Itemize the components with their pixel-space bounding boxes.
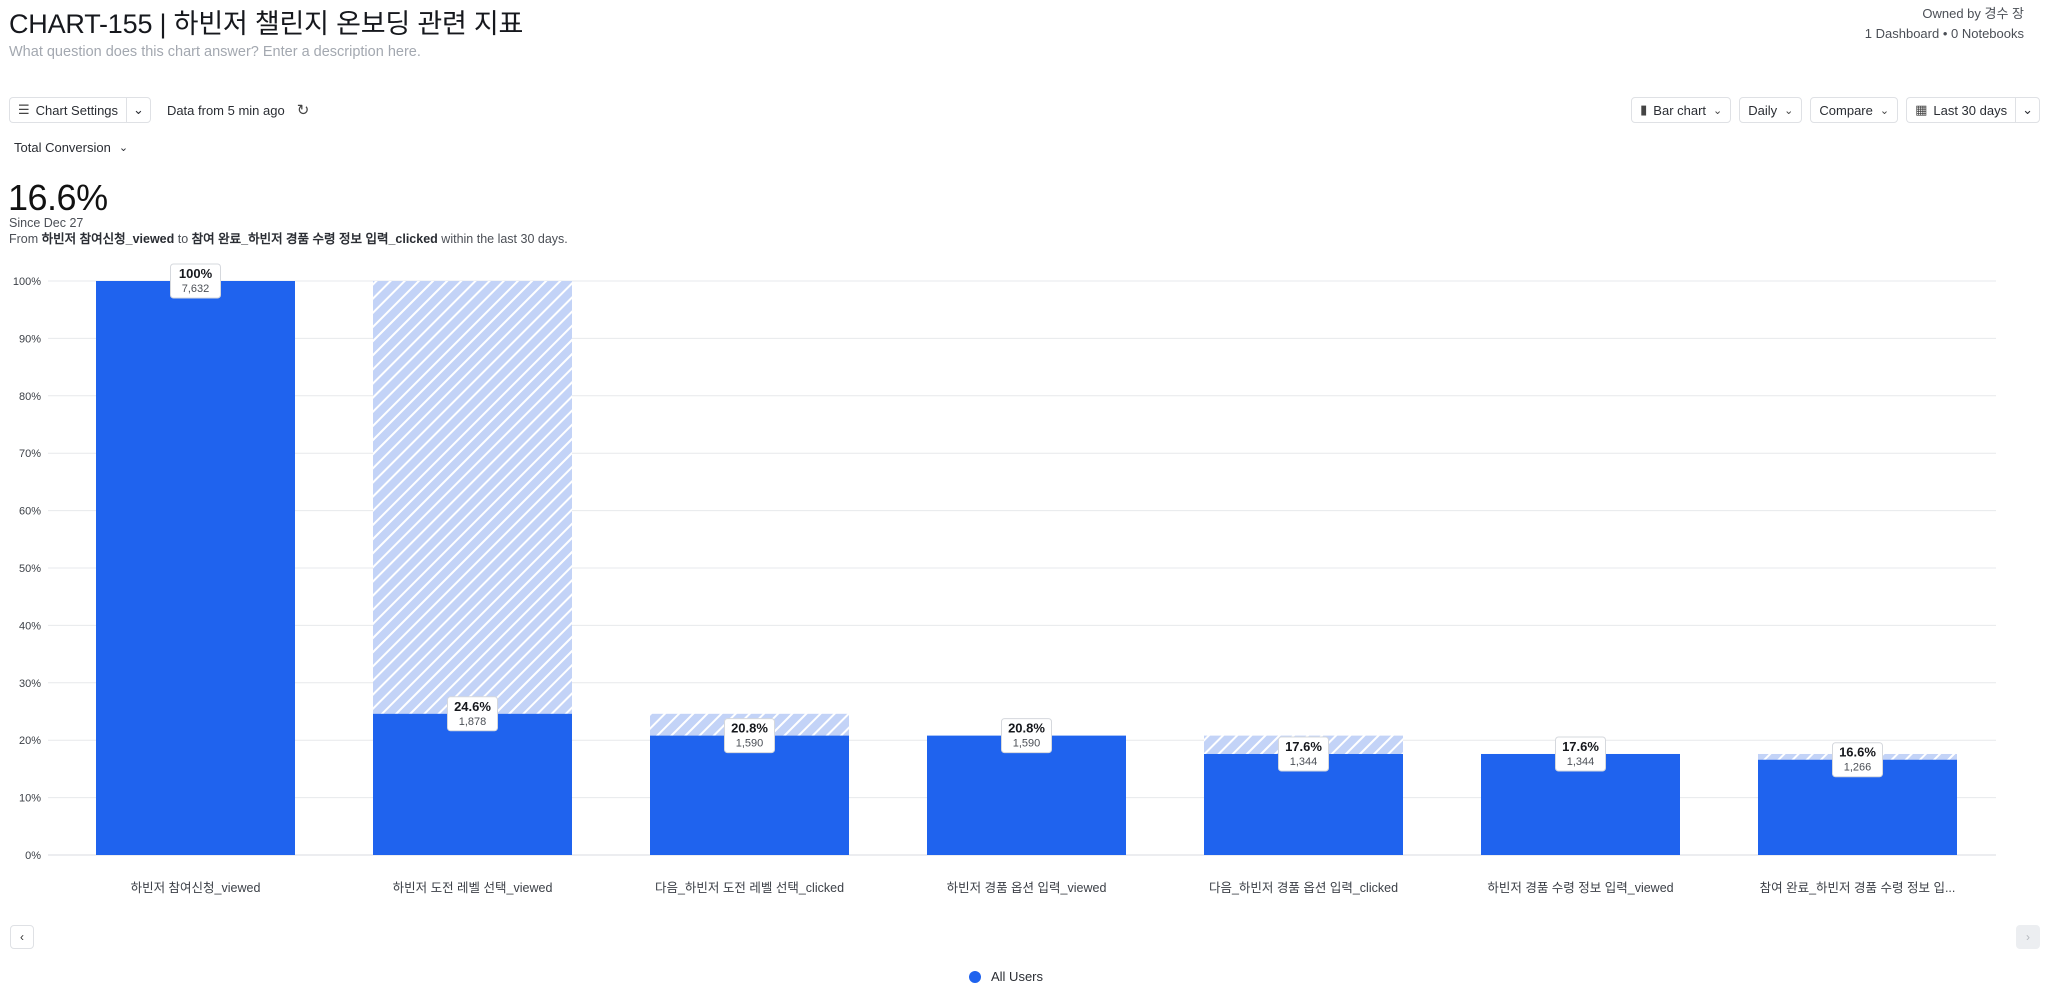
bar-count-label: 1,590 (1013, 738, 1041, 750)
x-category-label: 하빈저 도전 레벨 선택_viewed (393, 881, 553, 895)
y-tick-label: 30% (19, 678, 41, 690)
bar-percent-label: 100% (179, 266, 213, 281)
y-tick-label: 100% (13, 276, 41, 288)
from-suffix: within the last 30 days. (437, 232, 568, 246)
chevron-down-icon: ⌄ (1879, 104, 1890, 117)
date-range-group: ▦ Last 30 days ⌄ (1906, 97, 2040, 123)
date-range-button[interactable]: ▦ Last 30 days (1906, 97, 2016, 123)
legend-label: All Users (991, 969, 1044, 984)
conversion-value: 16.6% (8, 177, 108, 218)
y-tick-label: 90% (19, 333, 41, 345)
chart-type-select[interactable]: ▮ Bar chart ⌄ (1631, 97, 1732, 123)
bar-count-label: 1,344 (1290, 756, 1318, 768)
bar-percent-label: 17.6% (1285, 739, 1322, 754)
calendar-icon: ▦ (1915, 102, 1928, 117)
bar-label-box (1555, 736, 1606, 772)
metric-selector[interactable]: Total Conversion ⌄ (14, 140, 128, 155)
interval-select[interactable]: Daily ⌄ (1739, 97, 1803, 123)
bar-percent-label: 17.6% (1562, 739, 1599, 754)
x-category-label: 참여 완료_하빈저 경품 수령 정보 입... (1760, 881, 1956, 895)
y-tick-label: 50% (19, 563, 41, 575)
dropoff-bar (373, 281, 572, 714)
chart-settings-group: ☰ Chart Settings ⌄ (9, 97, 151, 123)
metric-selector-label: Total Conversion (14, 140, 111, 155)
y-tick-label: 60% (19, 506, 41, 518)
x-category-label: 다음_하빈저 경품 옵션 입력_clicked (1209, 881, 1398, 895)
to-word: to (174, 232, 192, 246)
funnel-bar-chart: 0% 10% 20% 30% 40% 50% 60% 70% 80% 90% 100% 100% 7,… (13, 263, 1996, 895)
bar-label-box (724, 718, 775, 754)
chevron-down-icon: ⌄ (1713, 104, 1723, 117)
bar-chart-icon: ▮ (1640, 102, 1648, 117)
conversion-bar (96, 281, 295, 855)
chevron-down-icon: ⌄ (1784, 104, 1794, 117)
from-event: 하빈저 참여신청_viewed (41, 232, 175, 246)
chart-settings-dropdown[interactable]: ⌄ (126, 97, 151, 123)
description-placeholder[interactable]: What question does this chart answer? En… (9, 44, 421, 60)
date-range-label: Last 30 days (1933, 102, 2008, 118)
owner-info: Owned by 경수 장 1 Dashboard • 0 Notebooks (1865, 4, 2024, 44)
y-tick-label: 20% (19, 735, 41, 747)
bar-count-label: 1,266 (1844, 762, 1872, 774)
legend-item[interactable]: All Users (969, 969, 1043, 984)
bar-count-label: 1,344 (1567, 756, 1595, 768)
to-event: 참여 완료_하빈저 경품 수령 정보 입력_clicked (191, 232, 438, 246)
y-tick-label: 10% (19, 793, 41, 805)
bar-label-box (170, 263, 221, 299)
bar-count-label: 1,878 (459, 716, 487, 728)
chevron-down-icon: ⌄ (118, 142, 129, 154)
since-label: Since Dec 27 (9, 216, 84, 230)
bar-label-box (1832, 742, 1883, 778)
chevron-down-icon: ⌄ (133, 102, 144, 117)
date-range-dropdown[interactable]: ⌄ (2015, 97, 2040, 123)
conversion-bar (650, 735, 849, 855)
bar-count-label: 7,632 (182, 283, 210, 295)
chevron-left-icon: ‹ (20, 930, 24, 944)
chevron-right-icon: › (2026, 930, 2030, 944)
y-tick-label: 80% (19, 391, 41, 403)
compare-label: Compare (1819, 102, 1873, 118)
bar-label-box (1278, 736, 1329, 772)
x-category-label: 하빈저 참여신청_viewed (131, 881, 261, 895)
bar-label-box (1001, 718, 1052, 754)
interval-label: Daily (1748, 102, 1778, 118)
bar-percent-label: 20.8% (1008, 721, 1045, 736)
next-page-button[interactable]: › (2016, 925, 2040, 949)
from-prefix: From (9, 232, 42, 246)
bar-percent-label: 16.6% (1839, 745, 1876, 760)
chevron-down-icon: ⌄ (2022, 102, 2033, 117)
prev-page-button[interactable]: ‹ (10, 925, 34, 949)
bar-percent-label: 20.8% (731, 721, 768, 736)
bar-percent-label: 24.6% (454, 699, 491, 714)
conversion-bar (927, 735, 1126, 855)
x-category-label: 하빈저 경품 수령 정보 입력_viewed (1487, 881, 1673, 895)
refresh-icon[interactable]: ↻ (296, 102, 310, 119)
x-category-label: 하빈저 경품 옵션 입력_viewed (947, 881, 1107, 895)
chart-settings-button[interactable]: ☰ Chart Settings (9, 97, 127, 123)
sliders-icon: ☰ (18, 102, 30, 117)
usage-label[interactable]: 1 Dashboard • 0 Notebooks (1864, 26, 2024, 41)
page-title[interactable]: CHART-155 | 하빈저 챌린지 온보딩 관련 지표 (9, 9, 524, 39)
chart-type-label: Bar chart (1653, 102, 1707, 118)
conversion-bar (373, 713, 572, 855)
compare-select[interactable]: Compare ⌄ (1810, 97, 1899, 123)
conversion-description: From 하빈저 참여신청_viewed to 참여 완료_하빈저 경품 수령 … (9, 228, 568, 247)
owner-label[interactable]: Owned by 경수 장 (1922, 6, 2024, 21)
toolbar-right: ▮ Bar chart ⌄ Daily ⌄ Compare ⌄ ▦ Last 3… (1631, 97, 2040, 123)
toolbar-left: ☰ Chart Settings ⌄ Data from 5 min ago ↻ (9, 97, 309, 123)
y-tick-label: 70% (19, 448, 41, 460)
x-category-label: 다음_하빈저 도전 레벨 선택_clicked (655, 881, 844, 895)
chart-settings-label: Chart Settings (35, 102, 119, 118)
data-freshness: Data from 5 min ago (166, 102, 285, 118)
y-tick-label: 40% (19, 620, 41, 632)
y-tick-label: 0% (25, 850, 41, 862)
bar-count-label: 1,590 (736, 738, 764, 750)
bar-label-box (447, 696, 498, 732)
legend-swatch (969, 970, 981, 983)
